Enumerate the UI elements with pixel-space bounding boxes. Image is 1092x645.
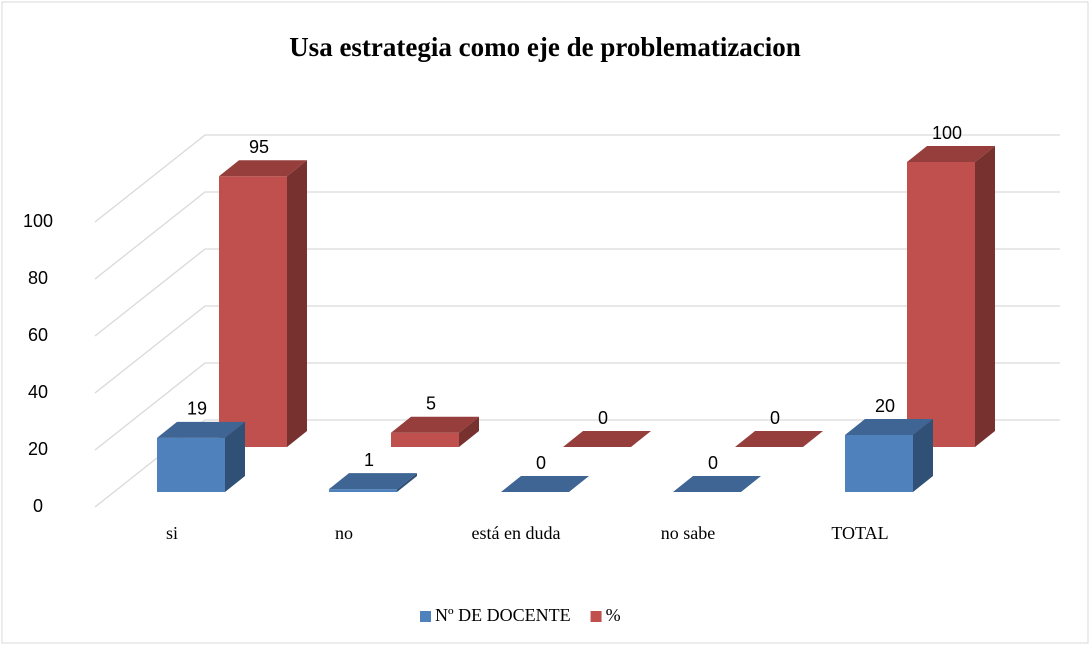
bar-top — [845, 419, 933, 435]
bar-top — [157, 421, 245, 438]
bar — [329, 489, 397, 492]
bar-top — [907, 146, 995, 162]
bar-side — [397, 473, 417, 492]
y-tick-label: 100 — [23, 211, 53, 231]
value-label: 0 — [770, 408, 780, 428]
chart-title: Usa estrategia como eje de problematizac… — [289, 32, 801, 62]
bar — [219, 176, 287, 447]
value-label: 0 — [708, 453, 718, 473]
legend-swatch — [590, 611, 602, 622]
value-label: 5 — [426, 394, 436, 414]
legend-label: % — [606, 605, 621, 625]
grid-line — [94, 248, 1060, 337]
x-tick-label: si — [166, 523, 178, 543]
value-label: 19 — [187, 399, 207, 419]
y-tick-label: 20 — [28, 439, 48, 459]
bar-side — [225, 421, 245, 492]
bar-top — [329, 473, 417, 490]
value-label: 20 — [875, 396, 895, 416]
bar-side — [287, 160, 307, 447]
bar — [157, 437, 225, 492]
grid-line — [94, 305, 1060, 394]
bar-top — [673, 476, 761, 492]
bar — [391, 432, 459, 447]
bar-side — [913, 419, 933, 492]
grid-line — [94, 362, 1060, 451]
value-label: 100 — [932, 123, 962, 143]
grid-line — [94, 191, 1060, 280]
value-label: 0 — [536, 453, 546, 473]
grid-line — [94, 419, 1060, 508]
bar-top — [563, 431, 651, 447]
value-label: 0 — [598, 408, 608, 428]
value-label: 1 — [364, 450, 374, 470]
bar-top — [735, 431, 823, 447]
legend-label: Nº DE DOCENTE — [435, 605, 571, 625]
bar-top — [219, 160, 307, 177]
bar-side — [975, 146, 995, 447]
bar — [907, 162, 975, 447]
x-tick-label: está en duda — [472, 523, 561, 543]
y-tick-label: 60 — [28, 325, 48, 345]
x-tick-label: no sabe — [661, 523, 715, 543]
y-tick-label: 0 — [33, 496, 43, 516]
bar-top — [391, 416, 479, 433]
legend-swatch — [420, 611, 431, 622]
value-label: 95 — [249, 137, 269, 157]
grid-line — [94, 134, 1060, 223]
bar-side — [459, 416, 479, 447]
y-tick-label: 40 — [28, 382, 48, 402]
bar — [845, 435, 913, 492]
y-tick-label: 80 — [28, 268, 48, 288]
x-tick-label: no — [335, 523, 353, 543]
x-tick-label: TOTAL — [831, 523, 888, 543]
bar-top — [501, 476, 589, 492]
